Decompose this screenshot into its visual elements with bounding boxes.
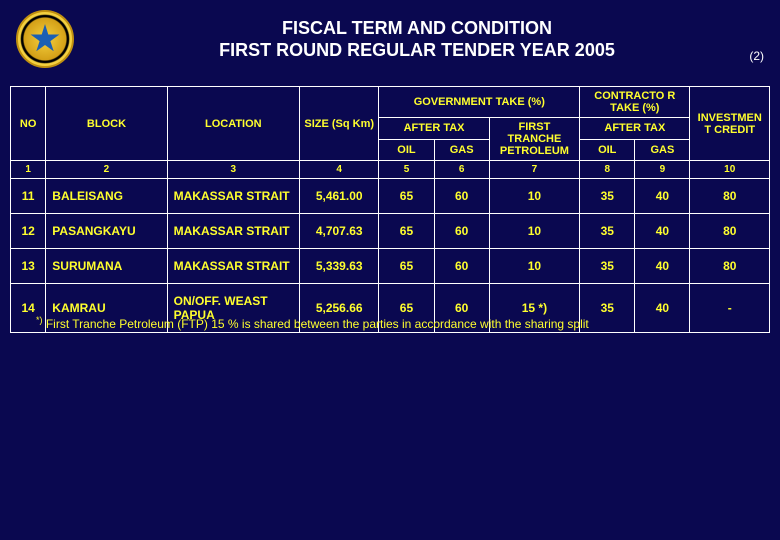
cell-cgas: 40 [635, 179, 690, 214]
cell-loc: MAKASSAR STRAIT [167, 249, 299, 284]
colnum-9: 9 [635, 161, 690, 179]
cell-loc: MAKASSAR STRAIT [167, 214, 299, 249]
th-invest: INVESTMEN T CREDIT [690, 87, 770, 161]
colnum-5: 5 [379, 161, 434, 179]
cell-ggas: 60 [434, 179, 489, 214]
cell-coil: 35 [580, 214, 635, 249]
cell-goil: 65 [379, 249, 434, 284]
th-con-aftertax: AFTER TAX [580, 118, 690, 140]
cell-inv: 80 [690, 179, 770, 214]
th-govtake: GOVERNMENT TAKE (%) [379, 87, 580, 118]
th-gov-gas: GAS [434, 139, 489, 161]
colnum-6: 6 [434, 161, 489, 179]
cell-block: BALEISANG [46, 179, 167, 214]
cell-size: 5,339.63 [299, 249, 378, 284]
cell-block: SURUMANA [46, 249, 167, 284]
cell-size: 5,461.00 [299, 179, 378, 214]
title-line-1: FISCAL TERM AND CONDITION [98, 17, 736, 40]
th-ftp: FIRST TRANCHE PETROLEUM [489, 118, 579, 161]
th-con-gas: GAS [635, 139, 690, 161]
logo-emblem [16, 10, 74, 68]
cell-goil: 65 [379, 179, 434, 214]
page-title: FISCAL TERM AND CONDITION FIRST ROUND RE… [98, 17, 736, 62]
cell-loc: MAKASSAR STRAIT [167, 179, 299, 214]
cell-goil: 65 [379, 214, 434, 249]
footnote: *) First Tranche Petroleum (FTP) 15 % is… [0, 315, 780, 331]
cell-coil: 35 [580, 249, 635, 284]
table-row: 12 PASANGKAYU MAKASSAR STRAIT 4,707.63 6… [11, 214, 770, 249]
table-row: 11 BALEISANG MAKASSAR STRAIT 5,461.00 65… [11, 179, 770, 214]
footnote-text: First Tranche Petroleum (FTP) 15 % is sh… [46, 317, 589, 331]
cell-cgas: 40 [635, 214, 690, 249]
th-no: NO [11, 87, 46, 161]
cell-size: 4,707.63 [299, 214, 378, 249]
footnote-mark: *) [36, 315, 43, 325]
th-contake: CONTRACTO R TAKE (%) [580, 87, 690, 118]
th-size: SIZE (Sq Km) [299, 87, 378, 161]
cell-inv: 80 [690, 249, 770, 284]
colnum-2: 2 [46, 161, 167, 179]
th-block: BLOCK [46, 87, 167, 161]
cell-ftp: 10 [489, 179, 579, 214]
cell-cgas: 40 [635, 249, 690, 284]
cell-ggas: 60 [434, 249, 489, 284]
cell-ftp: 10 [489, 249, 579, 284]
cell-no: 13 [11, 249, 46, 284]
th-gov-oil: OIL [379, 139, 434, 161]
table-row: 13 SURUMANA MAKASSAR STRAIT 5,339.63 65 … [11, 249, 770, 284]
colnum-10: 10 [690, 161, 770, 179]
colnum-4: 4 [299, 161, 378, 179]
title-line-2: FIRST ROUND REGULAR TENDER YEAR 2005 [98, 39, 736, 62]
th-gov-aftertax: AFTER TAX [379, 118, 489, 140]
cell-no: 11 [11, 179, 46, 214]
cell-ggas: 60 [434, 214, 489, 249]
colnum-3: 3 [167, 161, 299, 179]
cell-ftp: 10 [489, 214, 579, 249]
page-number: (2) [736, 15, 764, 63]
cell-inv: 80 [690, 214, 770, 249]
colnum-7: 7 [489, 161, 579, 179]
fiscal-table: NO BLOCK LOCATION SIZE (Sq Km) GOVERNMEN… [10, 86, 770, 333]
th-location: LOCATION [167, 87, 299, 161]
cell-block: PASANGKAYU [46, 214, 167, 249]
cell-coil: 35 [580, 179, 635, 214]
cell-no: 12 [11, 214, 46, 249]
colnum-1: 1 [11, 161, 46, 179]
th-con-oil: OIL [580, 139, 635, 161]
colnum-8: 8 [580, 161, 635, 179]
